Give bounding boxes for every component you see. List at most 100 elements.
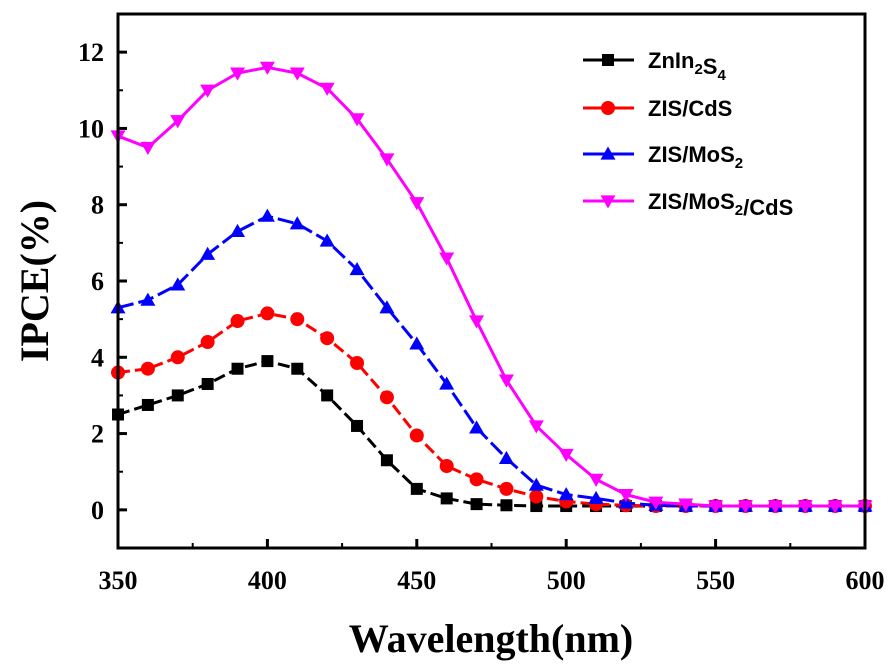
legend-entry: ZIS/MoS2: [583, 142, 743, 172]
data-point: [200, 246, 216, 260]
data-point: [321, 389, 334, 402]
data-point: [351, 419, 364, 432]
data-point: [379, 153, 395, 167]
data-point: [558, 487, 574, 501]
data-point: [200, 84, 216, 98]
y-tick-label: 4: [91, 343, 104, 372]
series-line: [117, 311, 865, 508]
data-point: [500, 499, 513, 512]
data-point: [290, 312, 305, 327]
data-point: [469, 315, 485, 329]
data-point: [469, 420, 485, 434]
y-tick-label: 10: [78, 114, 104, 143]
data-point: [827, 500, 843, 514]
series-line: [117, 65, 865, 508]
legend-marker: [602, 54, 614, 66]
y-tick-label: 12: [78, 38, 104, 67]
x-tick-label: 600: [846, 566, 885, 595]
data-point: [379, 300, 395, 314]
data-point: [201, 377, 214, 390]
data-point: [380, 454, 393, 467]
series-3: [110, 208, 873, 512]
legend-marker: [601, 101, 615, 115]
data-point: [528, 477, 544, 491]
data-point: [140, 361, 155, 376]
legend-entry: ZnIn2S4: [583, 48, 726, 84]
data-point: [767, 500, 783, 514]
data-point: [140, 141, 156, 155]
data-point: [141, 398, 154, 411]
x-tick-label: 350: [99, 566, 138, 595]
series-line: [117, 214, 865, 508]
data-point: [470, 498, 483, 511]
data-point: [170, 350, 185, 365]
data-point: [379, 390, 394, 405]
plot-frame: [116, 12, 867, 550]
data-point: [261, 355, 274, 368]
y-tick-label: 0: [91, 496, 104, 525]
data-point: [349, 113, 365, 127]
data-point: [409, 428, 424, 443]
data-point: [528, 420, 544, 434]
data-point: [410, 482, 423, 495]
legend-label: ZIS/MoS2: [648, 142, 743, 172]
data-point: [259, 61, 275, 75]
data-point: [498, 374, 514, 388]
data-point: [588, 490, 604, 505]
data-point: [260, 306, 275, 321]
series-1: [112, 355, 871, 513]
data-point: [170, 115, 186, 129]
data-point: [319, 82, 335, 96]
data-point: [708, 500, 724, 514]
data-point: [530, 500, 543, 513]
data-point: [618, 488, 634, 503]
data-point: [409, 336, 425, 350]
series-layer: [110, 61, 873, 514]
legend-label: ZnIn2S4: [648, 48, 726, 84]
data-point: [140, 292, 156, 306]
y-tick-label: 6: [91, 267, 104, 296]
data-point: [259, 208, 275, 222]
data-point: [440, 492, 453, 505]
data-point: [230, 223, 246, 238]
ticks-layer: 350 400 450 500 550 600 0 2 4 6 8 10 12: [78, 13, 885, 595]
data-point: [648, 496, 664, 510]
data-point: [320, 331, 335, 346]
legend-label: ZIS/CdS: [648, 96, 732, 121]
series-2: [111, 306, 872, 514]
x-tick-label: 450: [397, 566, 436, 595]
data-point: [409, 197, 425, 211]
y-axis-title: IPCE(%): [12, 200, 57, 362]
series-4: [110, 61, 873, 514]
data-point: [737, 500, 753, 514]
x-tick-label: 500: [547, 566, 586, 595]
data-point: [439, 376, 455, 390]
data-point: [349, 262, 365, 276]
data-point: [289, 67, 305, 81]
x-axis-title: Wavelength(nm): [349, 616, 633, 661]
data-point: [291, 362, 304, 375]
data-point: [529, 489, 544, 504]
legend: ZnIn2S4 ZIS/CdS ZIS/MoS2 ZIS/MoS2/CdS: [583, 48, 793, 220]
data-point: [231, 362, 244, 375]
data-point: [230, 67, 246, 81]
data-point: [200, 335, 215, 350]
legend-entry: ZIS/CdS: [583, 96, 732, 121]
data-point: [498, 450, 514, 464]
y-tick-label: 8: [91, 191, 104, 220]
data-point: [499, 481, 514, 496]
data-point: [319, 233, 335, 247]
data-point: [439, 252, 455, 266]
legend-entry: ZIS/MoS2/CdS: [583, 189, 793, 220]
data-point: [170, 277, 186, 291]
legend-label: ZIS/MoS2/CdS: [648, 189, 793, 220]
data-point: [439, 458, 454, 473]
data-point: [797, 500, 813, 514]
x-tick-label: 400: [248, 566, 287, 595]
data-point: [289, 216, 305, 230]
data-point: [171, 389, 184, 402]
data-point: [230, 314, 245, 329]
legend-marker: [600, 195, 616, 209]
data-point: [469, 472, 484, 487]
